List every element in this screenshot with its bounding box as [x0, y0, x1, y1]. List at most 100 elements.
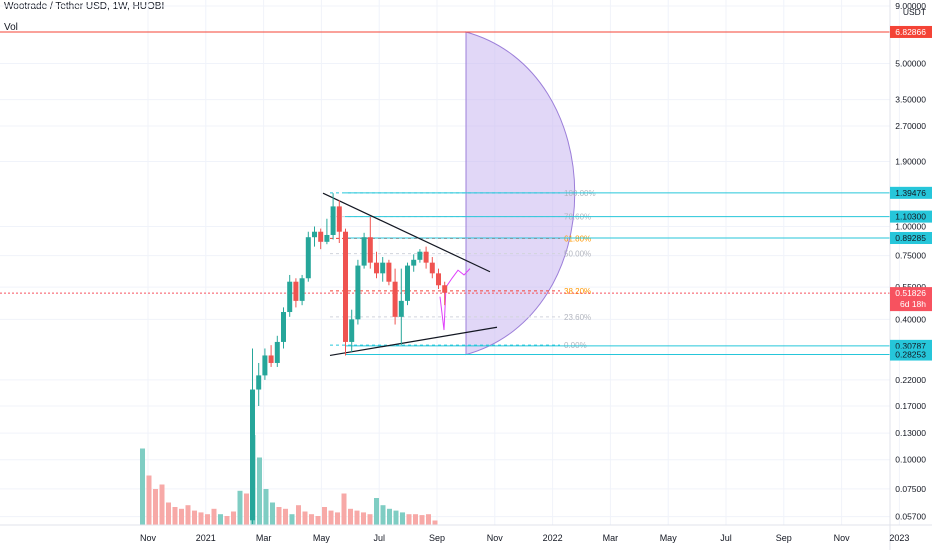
axis-currency: USDT [903, 7, 926, 17]
candles [250, 193, 448, 525]
volume-bar [289, 514, 295, 525]
volume-bar [380, 505, 386, 525]
volume-bar [198, 512, 204, 525]
volume-bar [348, 508, 353, 525]
candle-body [392, 281, 398, 317]
price-badge-countdown: 6d 18h [900, 299, 926, 309]
y-tick-label: 0.75000 [895, 251, 926, 261]
volume-bar [361, 512, 366, 525]
volume-bars [140, 435, 438, 525]
candle-body [281, 312, 286, 342]
y-tick-label: 5.00000 [895, 59, 926, 69]
volume-bar [393, 510, 399, 525]
fib-level-label: 23.60% [564, 313, 591, 322]
volume-bar [315, 516, 321, 525]
candle-body [312, 231, 317, 238]
candle-body [293, 281, 299, 301]
x-tick-label: Nov [140, 533, 157, 543]
candle-body [398, 300, 404, 317]
projection-path [439, 268, 471, 331]
candle-body [343, 231, 348, 342]
volume-bar [283, 508, 288, 525]
volume-bar [172, 507, 178, 525]
candle-body [361, 237, 367, 266]
candle-body [417, 251, 423, 260]
price-badge-text: 1.10300 [895, 212, 926, 222]
time-axis: Nov 2021 Mar May Jul Sep Nov 2022 Mar May Jul Sep No… [0, 524, 932, 543]
volume-bar [354, 510, 360, 525]
volume-bar [257, 457, 262, 525]
y-tick-label: 0.10000 [895, 455, 926, 465]
x-tick-label: Sep [776, 533, 792, 543]
candle-body [324, 234, 330, 242]
candle-body [429, 262, 435, 274]
price-badge [890, 232, 932, 245]
candle-body [367, 237, 373, 263]
candle-body [305, 237, 311, 279]
candle-body [442, 285, 448, 293]
fib-level-label: 50.00% [564, 250, 591, 259]
y-tick-label: 0.07500 [895, 484, 926, 494]
volume-bar [140, 448, 145, 525]
volume-bar [231, 511, 236, 525]
volume-bar [218, 514, 223, 525]
candle-body [405, 265, 410, 301]
candle-body [250, 389, 255, 521]
volume-bar [309, 514, 314, 525]
price-badge-text: 0.30787 [895, 341, 926, 351]
volume-bar [237, 490, 243, 525]
y-tick-label: 1.90000 [895, 157, 926, 167]
volume-bar [244, 493, 249, 525]
candle-body [374, 262, 379, 274]
candle-body [386, 262, 392, 282]
y-tick-label: 0.13000 [895, 428, 926, 438]
x-tick-label: Nov [834, 533, 851, 543]
candle-body [268, 355, 274, 363]
trend-lines [0, 31, 890, 357]
candle-body [262, 355, 268, 376]
candle-body [274, 341, 280, 363]
price-badge [890, 210, 932, 223]
candle-body [380, 262, 386, 274]
volume-bar [270, 502, 275, 525]
x-tick-label: Mar [256, 533, 272, 543]
volume-bar [205, 514, 210, 525]
volume-bar [341, 493, 347, 525]
volume-bar [146, 475, 152, 525]
y-tick-label: 1.00000 [895, 222, 926, 232]
candle-body [411, 259, 417, 266]
candle-body [287, 281, 293, 313]
volume-label: Vol [4, 22, 18, 33]
volume-bar [211, 508, 217, 525]
volume-bar [406, 514, 412, 525]
volume-bar [387, 508, 392, 525]
candle-body [318, 231, 324, 242]
price-badge-text: 0.89285 [895, 233, 926, 243]
volume-bar [296, 505, 301, 525]
fib-level-label: 38.20% [564, 287, 591, 296]
y-tick-label: 2.70000 [895, 121, 926, 131]
volume-bar [302, 511, 308, 525]
volume-bar [419, 515, 425, 525]
volume-bar [224, 516, 230, 525]
volume-bar [153, 489, 158, 525]
volume-bar [263, 489, 269, 525]
y-tick-label: 3.50000 [895, 95, 926, 105]
volume-bar [192, 510, 197, 525]
volume-bar [322, 507, 327, 525]
volume-bar [426, 514, 431, 525]
y-tick-label: 0.40000 [895, 314, 926, 324]
price-badge [890, 186, 932, 199]
price-badge-text: 0.28253 [895, 350, 926, 360]
candle-body [349, 319, 355, 342]
y-tick-label: 0.55000 [895, 282, 926, 292]
volume-bar [374, 498, 379, 525]
price-badge-text: 0.51826 [895, 288, 926, 298]
volume-bar [400, 512, 405, 525]
x-tick-label: Nov [487, 533, 504, 543]
volume-bar [185, 505, 191, 525]
fib-level-label: 61.80% [564, 234, 591, 243]
candle-body [355, 265, 361, 320]
candle-body [436, 273, 441, 286]
